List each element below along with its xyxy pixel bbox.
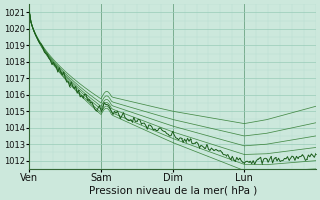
X-axis label: Pression niveau de la mer( hPa ): Pression niveau de la mer( hPa ) [89,186,257,196]
